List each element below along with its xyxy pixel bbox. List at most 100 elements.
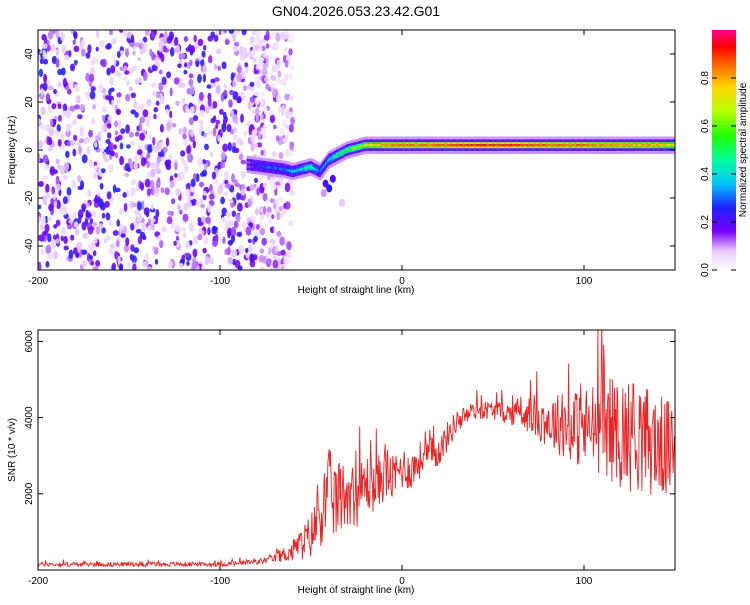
noise-speckle [142, 36, 148, 43]
noise-speckle [222, 236, 226, 244]
noise-speckle [179, 76, 183, 84]
noise-speckle [278, 152, 284, 160]
noise-speckle [99, 182, 104, 190]
noise-speckle [85, 72, 90, 82]
noise-speckle [174, 36, 179, 47]
noise-speckle [283, 203, 287, 209]
noise-speckle [257, 126, 262, 132]
noise-speckle [135, 107, 140, 114]
noise-speckle [114, 130, 119, 136]
noise-speckle [233, 127, 237, 133]
noise-speckle [149, 179, 155, 190]
noise-speckle [169, 180, 175, 189]
noise-speckle [279, 236, 285, 246]
noise-speckle [236, 231, 243, 237]
noise-speckle [130, 223, 135, 231]
noise-speckle [161, 226, 167, 233]
signal-core [610, 144, 613, 147]
noise-speckle [172, 123, 177, 128]
x-tick-label: 100 [576, 276, 593, 287]
noise-speckle [230, 226, 237, 237]
noise-speckle [55, 238, 60, 244]
noise-speckle [45, 261, 50, 268]
noise-speckle [252, 108, 257, 115]
noise-speckle [248, 127, 252, 136]
noise-speckle [101, 106, 107, 113]
noise-speckle [150, 168, 156, 178]
snr-xlabel: Height of straight line (km) [298, 585, 415, 596]
noise-speckle [123, 65, 128, 72]
noise-speckle [96, 189, 101, 197]
noise-speckle [160, 187, 165, 194]
noise-speckle [38, 140, 43, 149]
noise-speckle [274, 66, 280, 74]
noise-speckle [202, 63, 207, 73]
noise-speckle [177, 63, 182, 69]
noise-speckle [119, 155, 124, 166]
noise-speckle [232, 32, 236, 42]
noise-speckle [265, 30, 270, 39]
noise-speckle [227, 240, 234, 245]
spectrogram-xlabel: Height of straight line (km) [298, 285, 415, 296]
noise-speckle [62, 196, 68, 205]
noise-speckle [256, 187, 261, 196]
noise-speckle [91, 118, 96, 125]
noise-speckle [262, 255, 267, 264]
noise-speckle [254, 91, 260, 97]
noise-speckle [65, 110, 72, 119]
noise-speckle [158, 46, 163, 53]
noise-speckle [271, 42, 277, 51]
noise-speckle [207, 203, 212, 213]
signal-core [520, 144, 523, 147]
noise-speckle [122, 76, 128, 82]
noise-speckle [184, 62, 188, 68]
noise-speckle [213, 34, 219, 42]
noise-speckle [255, 113, 259, 123]
signal-core [663, 144, 666, 147]
noise-speckle [73, 84, 80, 93]
noise-speckle [126, 144, 131, 149]
noise-speckle [119, 142, 124, 150]
noise-speckle [93, 161, 98, 167]
noise-speckle [249, 215, 256, 224]
noise-speckle [125, 93, 131, 102]
noise-speckle [114, 71, 121, 78]
noise-speckle [232, 45, 239, 53]
colorbar-label: Normalized spectral amplitude [738, 82, 749, 217]
noise-speckle [270, 75, 277, 81]
noise-speckle [287, 150, 293, 157]
noise-speckle [203, 45, 207, 51]
noise-speckle [203, 132, 208, 138]
noise-speckle [153, 113, 157, 120]
noise-speckle [179, 209, 183, 215]
noise-speckle [48, 137, 53, 146]
noise-speckle [185, 241, 191, 250]
noise-speckle [101, 168, 106, 174]
noise-speckle [105, 212, 111, 221]
signal-core [591, 144, 594, 147]
noise-speckle [259, 228, 265, 236]
noise-speckle [250, 142, 255, 152]
noise-speckle [198, 55, 203, 61]
noise-speckle [243, 130, 247, 137]
noise-speckle [104, 157, 110, 163]
noise-speckle [106, 191, 112, 200]
noise-speckle [147, 225, 152, 231]
noise-speckle [182, 126, 188, 134]
noise-speckle [153, 107, 159, 113]
noise-speckle [255, 30, 261, 38]
noise-speckle [119, 30, 124, 33]
noise-speckle [236, 65, 242, 74]
noise-speckle [231, 146, 237, 153]
noise-speckle [207, 35, 214, 42]
noise-speckle [262, 51, 267, 58]
noise-speckle [43, 37, 48, 44]
noise-speckle [189, 85, 195, 95]
noise-speckle [85, 52, 91, 59]
noise-speckle [200, 203, 206, 209]
noise-speckle [68, 79, 74, 89]
noise-speckle [169, 87, 173, 97]
noise-speckle [262, 63, 269, 69]
noise-speckle [170, 222, 175, 230]
noise-speckle [166, 36, 172, 44]
